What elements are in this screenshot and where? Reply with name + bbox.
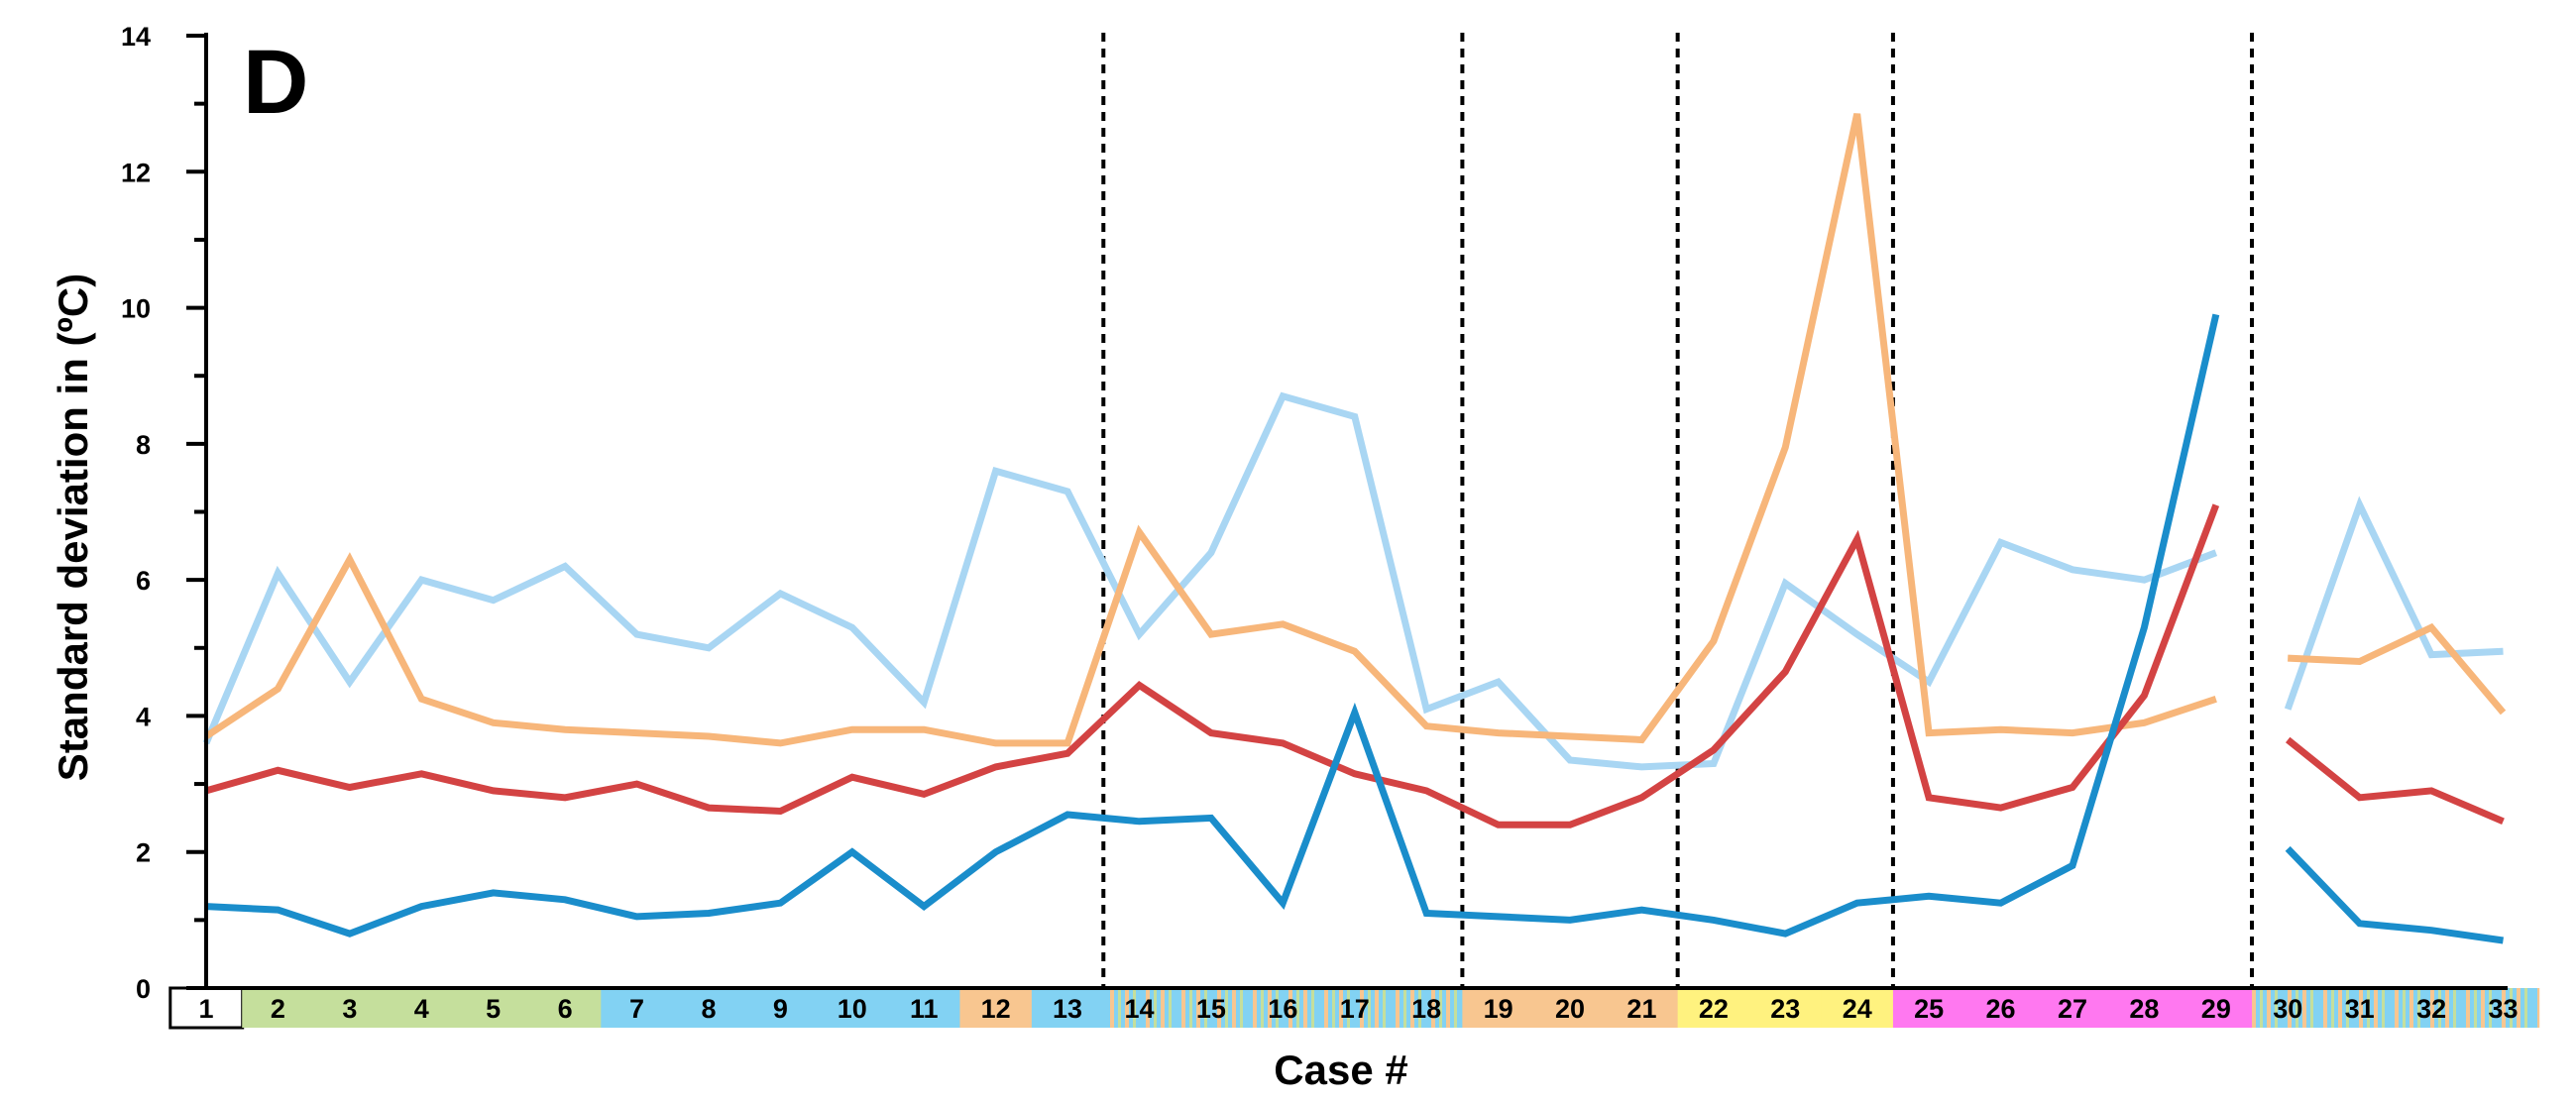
case-band-cell-27 [2036,988,2109,1028]
x-axis-case-labels: 1 2 3 4 5 6 7 8 9 10 11 12 13 14 15 16 17 18 19 20 21 22 23 24 2… [198,994,2518,1024]
case-label-23: 23 [1770,994,1800,1024]
case-label-22: 22 [1699,994,1729,1024]
case-band-cell-33 [2467,988,2540,1028]
case-band-cell-20 [1533,988,1607,1028]
case-band-cell-17 [1318,988,1392,1028]
case-label-13: 13 [1053,994,1082,1024]
case-label-18: 18 [1411,994,1441,1024]
case-label-19: 19 [1484,994,1513,1024]
case-band-cell-12 [959,988,1033,1028]
case-label-29: 29 [2201,994,2231,1024]
axes [204,33,2508,990]
case-label-26: 26 [1986,994,2016,1024]
case-band-cell-18 [1390,988,1463,1028]
case-band-cell-24 [1821,988,1894,1028]
case-label-1: 1 [198,994,213,1024]
case-label-5: 5 [486,994,501,1024]
case-label-6: 6 [558,994,573,1024]
case-band-cell-13 [1031,988,1104,1028]
case-band-cell-8 [672,988,745,1028]
case-band-cell-9 [744,988,818,1028]
x-axis-title: Case # [1274,1047,1407,1093]
y-tick-label-0: 0 [136,974,151,1004]
case-band-cell-32 [2395,988,2468,1028]
case-label-8: 8 [701,994,716,1024]
series-3-line-segment-1 [205,503,2220,828]
y-tick-label-6: 6 [136,566,151,596]
case-label-33: 33 [2488,994,2518,1024]
y-tick-label-8: 8 [136,430,151,460]
case-band-cell-31 [2323,988,2397,1028]
case-band-cell-2 [242,988,315,1028]
group-separators [1101,33,2255,988]
case-label-14: 14 [1124,994,1154,1024]
case-band-cell-10 [816,988,889,1028]
panel-letter: D [243,32,308,133]
y-tick-label-10: 10 [121,294,151,324]
y-tick-label-4: 4 [136,702,151,731]
case-label-4: 4 [414,994,429,1024]
case-band-cell-19 [1462,988,1535,1028]
case-label-32: 32 [2416,994,2446,1024]
y-tick-label-14: 14 [121,22,151,52]
case-band-cell-5 [457,988,530,1028]
series-2-line-segment-1 [204,113,2217,747]
case-label-21: 21 [1626,994,1656,1024]
case-band-cell-28 [2108,988,2182,1028]
case-band-cell-7 [601,988,674,1028]
series-4-line-segment-2 [2285,845,2504,944]
y-tick-label-12: 12 [121,158,151,187]
case-color-band [168,986,2540,1030]
case-band-cell-16 [1247,988,1320,1028]
case-band-cell-4 [386,988,458,1028]
case-band-cell-14 [1103,988,1176,1028]
case-label-20: 20 [1555,994,1585,1024]
case-label-17: 17 [1340,994,1370,1024]
case-band-cell-25 [1892,988,1965,1028]
case-label-31: 31 [2345,994,2375,1024]
series-3-line-segment-2 [2286,736,2505,826]
case-label-24: 24 [1843,994,1872,1024]
case-label-30: 30 [2273,994,2302,1024]
case-label-25: 25 [1914,994,1944,1024]
case-label-2: 2 [271,994,285,1024]
series-2-line-segment-2 [2288,622,2507,716]
case-label-12: 12 [981,994,1011,1024]
case-label-27: 27 [2058,994,2087,1024]
y-axis-ticks: 0 2 4 6 8 10 12 14 [121,22,206,1004]
case-band-cell-6 [528,988,602,1028]
case-label-7: 7 [629,994,644,1024]
case-label-16: 16 [1268,994,1297,1024]
case-band-cell-21 [1606,988,1679,1028]
case-label-11: 11 [910,994,939,1024]
case-band-cell-30 [2252,988,2324,1028]
case-label-10: 10 [838,994,867,1024]
series-4-line-segment-1 [205,313,2220,938]
case-band-cell-26 [1964,988,2038,1028]
case-band-cell-1 [168,986,245,1030]
case-label-3: 3 [342,994,357,1024]
case-band-cell-22 [1677,988,1750,1028]
case-label-15: 15 [1196,994,1226,1024]
case-label-28: 28 [2129,994,2159,1024]
case-band-cell-29 [2180,988,2253,1028]
case-band-cell-15 [1175,988,1248,1028]
case-label-9: 9 [773,994,788,1024]
series-1-line-segment-2 [2284,496,2504,711]
series-lines [202,113,2507,944]
series-1-line-segment-1 [202,391,2218,771]
y-axis-title: Standard deviation in (ºC) [50,274,96,781]
case-band-cell-11 [888,988,960,1028]
case-band-cell-23 [1749,988,1823,1028]
y-tick-label-2: 2 [136,838,151,868]
case-band-cell-3 [313,988,387,1028]
